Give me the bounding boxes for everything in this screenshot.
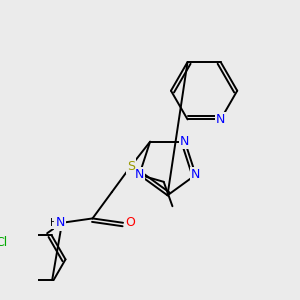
Text: N: N	[216, 113, 225, 126]
Text: N: N	[180, 135, 190, 148]
Text: Cl: Cl	[0, 236, 7, 249]
Text: O: O	[125, 216, 135, 229]
Text: S: S	[127, 160, 135, 172]
Text: N: N	[56, 216, 65, 229]
Text: N: N	[135, 168, 144, 182]
Text: N: N	[191, 168, 200, 182]
Text: H: H	[50, 218, 57, 228]
